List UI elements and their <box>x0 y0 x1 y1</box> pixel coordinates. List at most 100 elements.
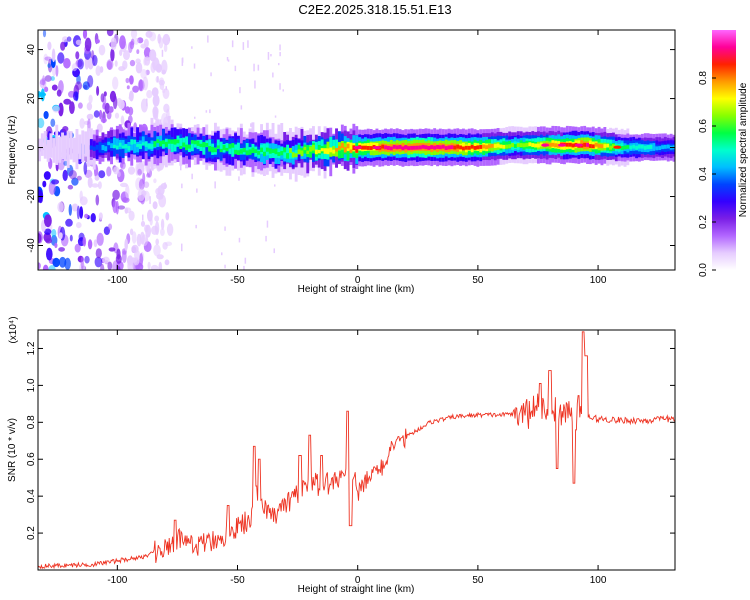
noise-blob <box>98 212 103 220</box>
colorbar-label: Normalized spectral amplitude <box>738 82 749 217</box>
ridge-cell <box>159 141 163 147</box>
speckle <box>234 65 237 72</box>
ridge-cell <box>110 143 113 148</box>
ridge-cell <box>242 147 246 153</box>
ridge-cell <box>505 144 509 149</box>
ridge-cell <box>395 145 399 150</box>
ridge-cell <box>410 145 413 150</box>
ridge-cell <box>548 142 552 147</box>
noise-blob <box>137 188 145 202</box>
noise-blob <box>62 169 68 182</box>
noise-blob <box>129 75 134 85</box>
noise-blob <box>74 243 81 253</box>
noise-blob <box>82 236 87 247</box>
ridge-cell <box>228 146 232 155</box>
noise-blob <box>87 239 93 250</box>
noise-blob <box>96 232 104 246</box>
speckle <box>165 86 167 91</box>
ridge-cell <box>626 144 630 149</box>
noise-blob <box>100 93 105 103</box>
noise-blob <box>164 259 170 266</box>
noise-blob <box>141 234 149 246</box>
noise-blob <box>86 102 93 111</box>
ridge-cell <box>534 143 537 148</box>
ridge-cell <box>268 150 272 159</box>
ridge-cell <box>303 146 307 151</box>
noise-blob <box>94 175 100 181</box>
noise-blob <box>150 264 159 270</box>
noise-blob <box>62 126 69 132</box>
snr-y-axis-label: SNR (10 * v/v) <box>7 418 18 482</box>
noise-blob <box>88 94 93 104</box>
ridge-cell <box>459 145 462 150</box>
ridge-cell <box>254 149 258 153</box>
noise-blob <box>139 252 144 267</box>
noise-blob <box>84 37 92 52</box>
speckle <box>238 176 240 181</box>
ridge-cell <box>623 145 627 150</box>
speckle <box>240 105 243 110</box>
snr-x-axis-label: Height of straight line (km) <box>298 584 415 595</box>
ridge-cell <box>381 144 385 149</box>
ridge-cell <box>40 133 44 156</box>
ridge-cell <box>144 134 148 147</box>
speckle <box>181 57 184 63</box>
noise-blob <box>128 210 135 221</box>
noise-blob <box>112 76 119 90</box>
ridge-cell <box>349 149 353 153</box>
snr-series-line <box>38 331 675 570</box>
ridge-cell <box>124 143 128 153</box>
ridge-cell <box>139 144 142 150</box>
speckle <box>244 257 247 264</box>
noise-blob <box>93 110 100 118</box>
noise-blob <box>138 160 146 168</box>
ridge-cell <box>421 144 425 149</box>
ridge-cell <box>355 148 359 153</box>
ridge-cell <box>485 145 488 150</box>
ridge-cell <box>453 145 457 150</box>
noise-blob <box>130 30 138 39</box>
ridge-peak <box>541 143 550 147</box>
ridge-cell <box>147 144 151 149</box>
ridge-cell <box>539 142 543 147</box>
speckle <box>194 116 196 119</box>
ridge-cell <box>208 146 212 152</box>
noise-blob <box>58 247 65 252</box>
ridge-cell <box>78 134 82 160</box>
ridge-cell <box>531 143 535 147</box>
ridge-cell <box>306 150 310 154</box>
noise-blob <box>52 105 60 113</box>
speckle <box>272 72 274 78</box>
x-tick-label: -50 <box>230 575 245 586</box>
ridge-cell <box>179 138 183 148</box>
ridge-cell <box>369 146 373 150</box>
ridge-cell <box>586 143 589 147</box>
y-tick-label: 1.0 <box>26 378 37 392</box>
noise-blob <box>44 228 52 235</box>
noise-blob <box>152 94 160 107</box>
noise-blob <box>38 117 45 129</box>
noise-blob <box>110 37 117 51</box>
noise-blob <box>153 178 157 184</box>
noise-blob <box>76 205 80 220</box>
noise-blob <box>43 111 49 119</box>
noise-blob <box>143 181 150 188</box>
ridge-cell <box>638 144 641 149</box>
ridge-cell <box>493 144 497 148</box>
noise-blob <box>110 48 115 62</box>
noise-blob <box>67 184 74 190</box>
noise-blob <box>58 256 67 268</box>
noise-blob <box>118 99 125 110</box>
noise-blob <box>160 183 168 190</box>
y-tick-label: 0.8 <box>26 415 37 429</box>
colorbar-ticks: 0.0 0.2 0.4 0.6 0.8 <box>698 71 716 277</box>
ridge-cell <box>75 129 79 170</box>
noise-blob <box>114 112 120 119</box>
noise-blob <box>83 161 88 175</box>
ridge-cell <box>234 144 237 154</box>
noise-blob <box>42 75 46 86</box>
ridge-cell <box>640 144 644 149</box>
noise-blob <box>149 217 153 226</box>
ridge-cell <box>663 144 667 149</box>
ridge-cell <box>612 144 615 149</box>
